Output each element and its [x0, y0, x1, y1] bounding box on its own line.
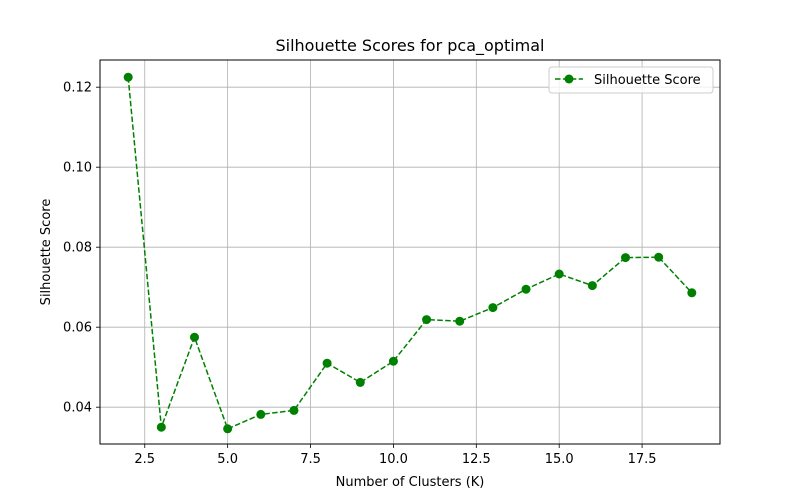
data-point	[455, 316, 465, 326]
y-tick-label: 0.10	[63, 161, 92, 176]
grid	[100, 60, 720, 444]
y-axis-ticks: 0.04 0.06 0.08 0.10 0.12	[63, 81, 100, 416]
x-tick-label: 2.5	[134, 452, 155, 467]
x-tick-label: 15.0	[545, 452, 574, 467]
x-tick-label: 5.0	[217, 452, 238, 467]
y-axis-label: Silhouette Score	[39, 199, 54, 306]
data-point	[256, 409, 266, 419]
x-tick-label: 10.0	[379, 452, 408, 467]
data-point	[355, 377, 365, 387]
plot-frame	[99, 59, 721, 445]
x-axis-label: Number of Clusters (K)	[336, 475, 485, 490]
data-point	[687, 288, 697, 298]
data-point	[521, 284, 531, 294]
chart-title: Silhouette Scores for pca_optimal	[275, 36, 544, 56]
data-point	[554, 269, 564, 279]
data-point	[621, 253, 631, 263]
data-point	[388, 356, 398, 366]
series-line	[127, 77, 693, 430]
data-point	[587, 281, 597, 291]
x-tick-label: 17.5	[628, 452, 657, 467]
data-point	[322, 358, 332, 368]
x-tick-label: 12.5	[462, 452, 491, 467]
legend: Silhouette Score	[548, 66, 714, 94]
series-layer	[123, 72, 697, 434]
data-point	[654, 252, 664, 262]
data-point	[289, 405, 299, 415]
data-point	[123, 72, 133, 82]
legend-entry: Silhouette Score	[594, 73, 701, 88]
data-point	[156, 422, 166, 432]
x-axis-ticks: 2.5 5.0 7.5 10.0 12.5 15.0 17.5	[134, 444, 657, 467]
y-tick-label: 0.12	[63, 81, 92, 96]
data-point	[189, 332, 199, 342]
legend-box	[548, 66, 714, 94]
y-tick-label: 0.04	[63, 401, 92, 416]
y-tick-label: 0.08	[63, 241, 92, 256]
data-point	[422, 315, 432, 325]
y-tick-label: 0.06	[63, 321, 92, 336]
data-point	[488, 303, 498, 313]
legend-marker	[564, 74, 574, 84]
data-point	[223, 424, 233, 434]
x-tick-label: 7.5	[300, 452, 321, 467]
